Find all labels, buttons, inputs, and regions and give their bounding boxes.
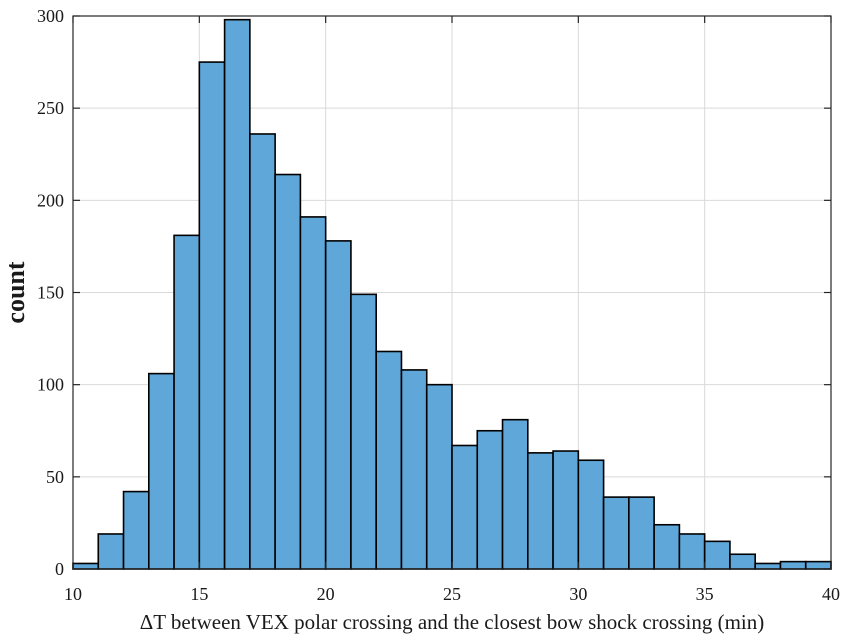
- histogram-bar: [577, 459, 605, 570]
- histogram-bar: [678, 533, 706, 570]
- histogram-bar: [148, 372, 175, 570]
- x-tick-label: 15: [190, 584, 208, 604]
- x-tick-label: 40: [822, 584, 840, 604]
- histogram-bar: [223, 18, 251, 570]
- y-tick-labels: 0 50 100 150 200 250 300: [37, 6, 64, 579]
- histogram-bar: [400, 369, 428, 570]
- histogram-bar: [703, 540, 731, 570]
- histogram-bar: [375, 350, 403, 570]
- histogram-bar: [628, 496, 655, 570]
- y-tick-label: 150: [37, 283, 64, 303]
- x-axis-label: ΔT between VEX polar crossing and the cl…: [140, 610, 765, 634]
- x-tick-label: 10: [64, 584, 82, 604]
- histogram-bar: [552, 450, 580, 570]
- y-tick-label: 200: [37, 190, 64, 210]
- y-tick-label: 250: [37, 98, 64, 118]
- x-tick-label: 20: [317, 584, 335, 604]
- x-tick-label: 35: [696, 584, 714, 604]
- histogram-bars: [72, 18, 832, 570]
- histogram-bar: [122, 490, 150, 570]
- histogram-bar: [501, 418, 529, 570]
- histogram-bar: [198, 61, 226, 570]
- y-axis-label: count: [1, 261, 30, 323]
- histogram-bar: [324, 240, 352, 570]
- histogram-bar: [350, 293, 377, 570]
- histogram-bar: [526, 452, 554, 570]
- histogram-bar: [729, 553, 757, 570]
- histogram-bar: [653, 523, 681, 570]
- histogram-bar: [754, 562, 782, 570]
- x-tick-label: 30: [569, 584, 587, 604]
- histogram-bar: [451, 444, 479, 570]
- histogram-bar: [274, 173, 302, 570]
- histogram-bar: [72, 562, 100, 570]
- x-tick-labels: 10 15 20 25 30 35 40: [64, 584, 840, 604]
- histogram-bar: [249, 133, 276, 570]
- histogram-bar: [97, 533, 125, 570]
- x-tick-label: 25: [443, 584, 461, 604]
- y-tick-label: 100: [37, 375, 64, 395]
- histogram-bar: [804, 560, 832, 570]
- y-tick-label: 0: [55, 559, 64, 579]
- axis-ticks: [72, 15, 832, 570]
- histogram-bar: [173, 234, 201, 570]
- histogram-bar: [299, 216, 327, 570]
- histogram-bar: [476, 429, 504, 570]
- histogram-bar: [602, 496, 630, 570]
- histogram-bar: [779, 560, 807, 570]
- y-tick-label: 50: [46, 467, 64, 487]
- y-tick-label: 300: [37, 6, 64, 26]
- histogram-bar: [425, 383, 453, 570]
